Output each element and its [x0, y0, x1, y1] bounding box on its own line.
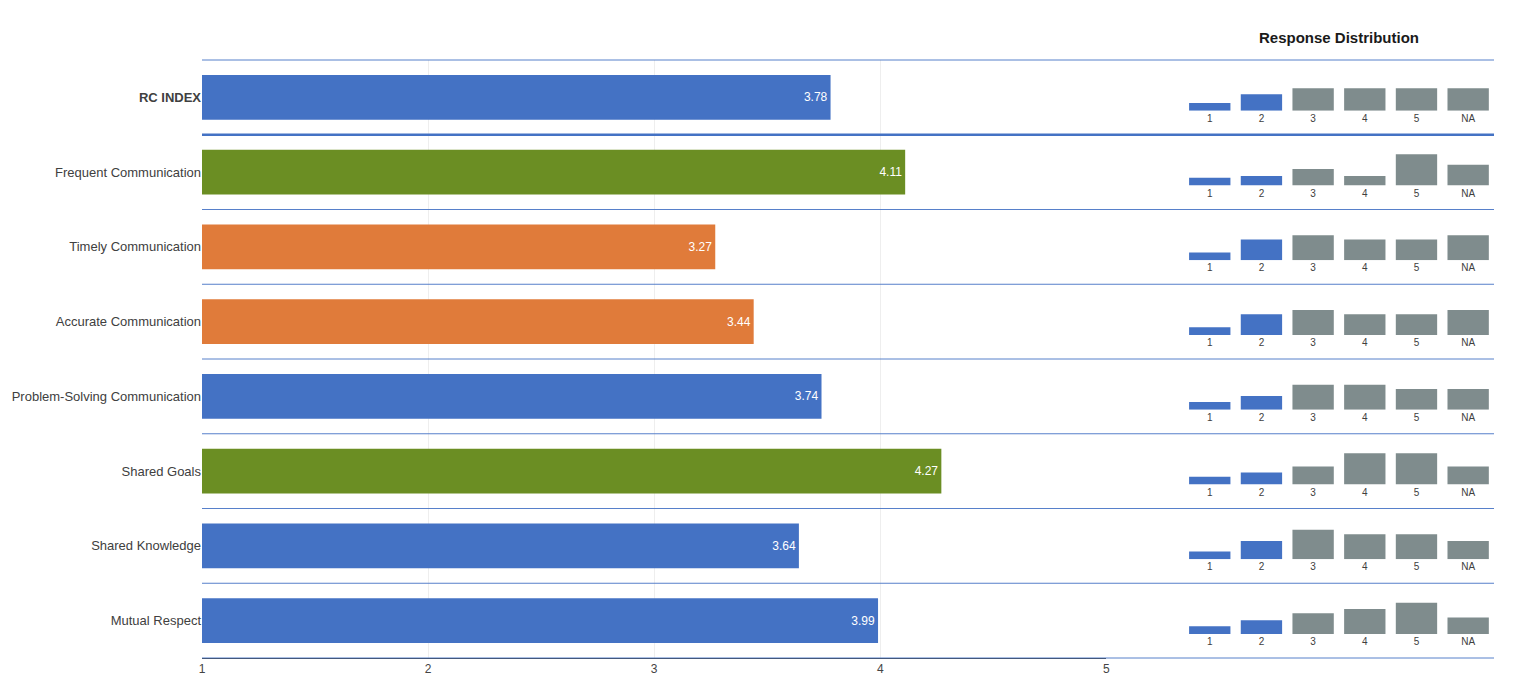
svg-text:5: 5 — [1414, 337, 1420, 348]
svg-text:2: 2 — [425, 662, 432, 676]
svg-text:5: 5 — [1414, 113, 1420, 124]
svg-text:3: 3 — [1310, 487, 1316, 498]
svg-text:3: 3 — [1310, 561, 1316, 572]
svg-text:1: 1 — [1207, 113, 1213, 124]
svg-text:2: 2 — [1259, 636, 1265, 647]
svg-text:Shared Goals: Shared Goals — [122, 464, 202, 479]
svg-text:Frequent Communication: Frequent Communication — [55, 165, 201, 180]
svg-text:4: 4 — [877, 662, 884, 676]
svg-text:3: 3 — [1310, 337, 1316, 348]
svg-text:2: 2 — [1259, 262, 1265, 273]
svg-text:1: 1 — [1207, 561, 1213, 572]
svg-text:4.27: 4.27 — [915, 464, 939, 478]
svg-text:2: 2 — [1259, 113, 1265, 124]
svg-text:1: 1 — [1207, 188, 1213, 199]
svg-text:Problem-Solving Communication: Problem-Solving Communication — [12, 389, 201, 404]
svg-text:NA: NA — [1461, 487, 1475, 498]
svg-text:5: 5 — [1414, 262, 1420, 273]
svg-text:3.64: 3.64 — [772, 539, 796, 553]
svg-text:4: 4 — [1362, 636, 1368, 647]
svg-text:3: 3 — [1310, 412, 1316, 423]
svg-text:5: 5 — [1103, 662, 1110, 676]
svg-text:1: 1 — [1207, 262, 1213, 273]
svg-text:3: 3 — [1310, 262, 1316, 273]
svg-text:4: 4 — [1362, 337, 1368, 348]
svg-text:4: 4 — [1362, 113, 1368, 124]
svg-text:NA: NA — [1461, 262, 1475, 273]
svg-text:4: 4 — [1362, 262, 1368, 273]
svg-text:NA: NA — [1461, 636, 1475, 647]
svg-text:1: 1 — [199, 662, 206, 676]
svg-text:NA: NA — [1461, 113, 1475, 124]
svg-text:5: 5 — [1414, 412, 1420, 423]
svg-text:1: 1 — [1207, 412, 1213, 423]
svg-text:Response Distribution: Response Distribution — [1259, 29, 1419, 46]
svg-text:3: 3 — [651, 662, 658, 676]
svg-text:3.99: 3.99 — [851, 614, 875, 628]
svg-text:2: 2 — [1259, 337, 1265, 348]
svg-text:3.78: 3.78 — [804, 90, 828, 104]
svg-text:3.27: 3.27 — [689, 240, 713, 254]
svg-text:NA: NA — [1461, 337, 1475, 348]
svg-text:RC INDEX: RC INDEX — [139, 90, 201, 105]
svg-text:Timely Communication: Timely Communication — [69, 239, 201, 254]
svg-text:4: 4 — [1362, 487, 1368, 498]
svg-text:2: 2 — [1259, 412, 1265, 423]
svg-text:5: 5 — [1414, 188, 1420, 199]
svg-text:3: 3 — [1310, 636, 1316, 647]
svg-text:2: 2 — [1259, 561, 1265, 572]
svg-text:2: 2 — [1259, 188, 1265, 199]
svg-text:1: 1 — [1207, 636, 1213, 647]
svg-text:3.74: 3.74 — [795, 389, 819, 403]
svg-text:3: 3 — [1310, 188, 1316, 199]
svg-text:Accurate Communication: Accurate Communication — [56, 314, 201, 329]
svg-text:3: 3 — [1310, 113, 1316, 124]
svg-text:5: 5 — [1414, 487, 1420, 498]
svg-text:4: 4 — [1362, 561, 1368, 572]
svg-text:1: 1 — [1207, 487, 1213, 498]
svg-text:1: 1 — [1207, 337, 1213, 348]
svg-text:4: 4 — [1362, 412, 1368, 423]
svg-text:NA: NA — [1461, 412, 1475, 423]
svg-text:5: 5 — [1414, 561, 1420, 572]
svg-text:3.44: 3.44 — [727, 315, 751, 329]
svg-text:5: 5 — [1414, 636, 1420, 647]
svg-text:2: 2 — [1259, 487, 1265, 498]
svg-text:NA: NA — [1461, 561, 1475, 572]
svg-text:4.11: 4.11 — [879, 165, 902, 179]
svg-text:Mutual Respect: Mutual Respect — [111, 613, 202, 628]
svg-text:4: 4 — [1362, 188, 1368, 199]
svg-text:NA: NA — [1461, 188, 1475, 199]
svg-text:Shared Knowledge: Shared Knowledge — [91, 538, 201, 553]
